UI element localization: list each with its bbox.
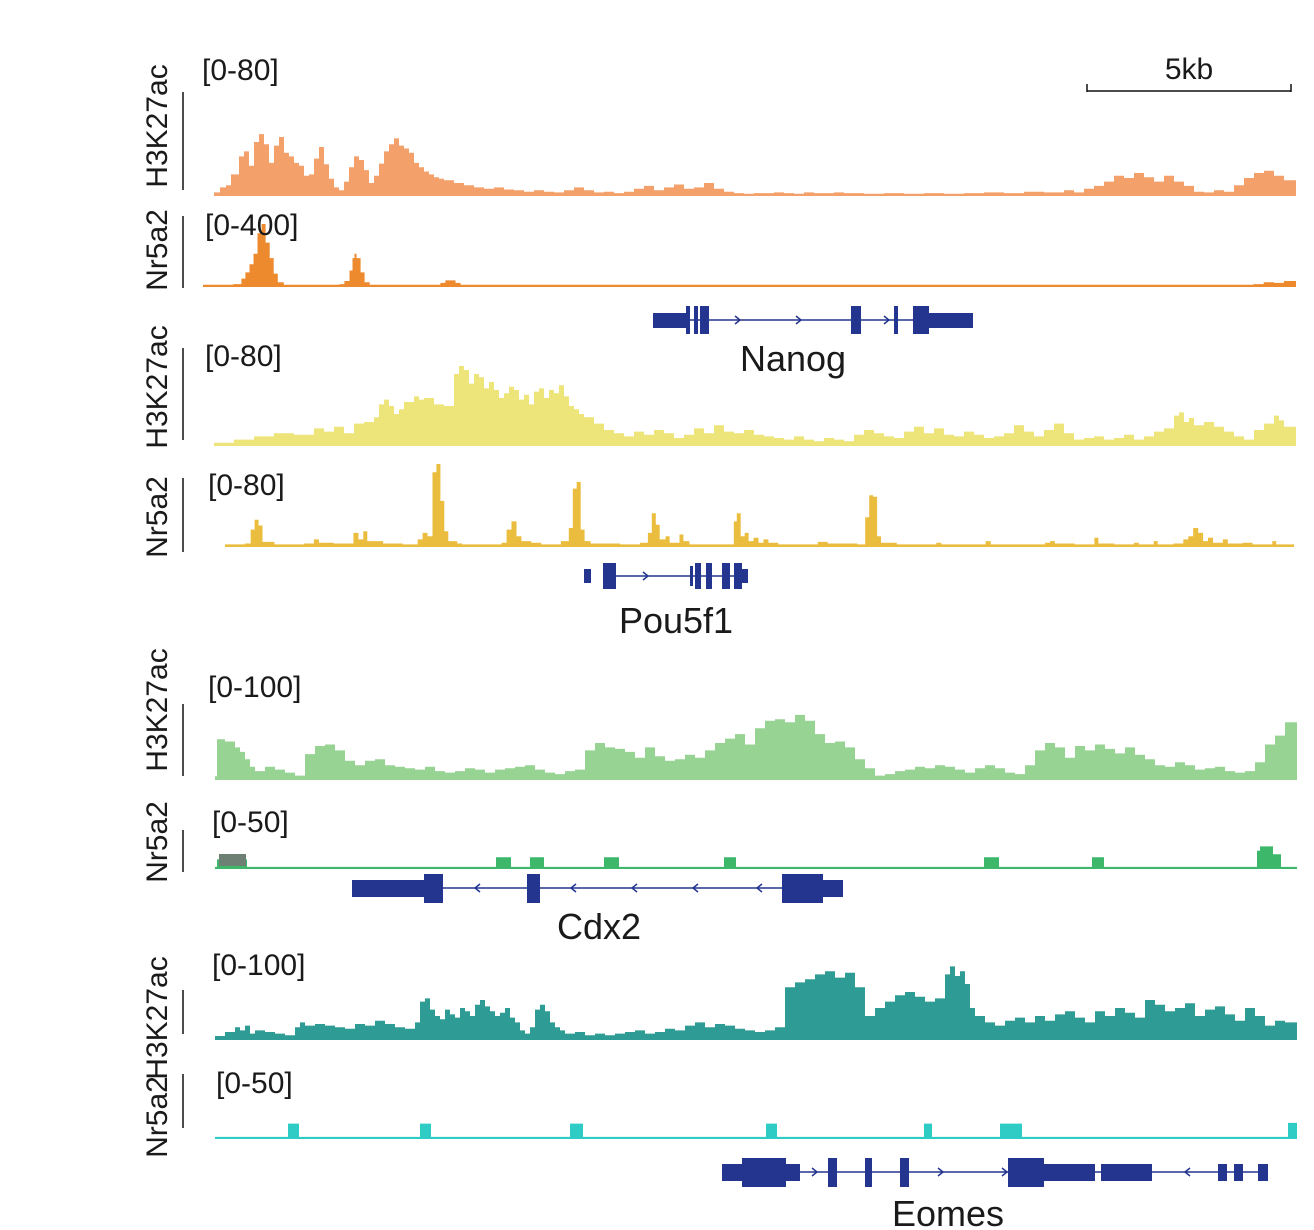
track-range-eomes-nr5a2: [0-50] xyxy=(216,1067,293,1100)
gene-name-nanog: Nanog xyxy=(740,338,846,379)
gene-model-pou5f1 xyxy=(584,563,748,589)
track-range-cdx2-nr5a2: [0-50] xyxy=(212,806,289,839)
coverage-eomes-h3k27ac xyxy=(215,966,1297,1040)
coverage-cdx2-nr5a2 xyxy=(215,846,1297,868)
track-range-cdx2-h3k27ac: [0-100] xyxy=(208,671,301,704)
gene-model-nanog xyxy=(653,306,973,334)
track-label-pou5f1-nr5a2: Nr5a2 xyxy=(141,476,174,558)
track-range-eomes-h3k27ac: [0-100] xyxy=(212,949,305,982)
cdx2-nr5a2-gray-marker xyxy=(219,854,246,866)
track-label-nanog-nr5a2: Nr5a2 xyxy=(141,209,174,291)
track-range-pou5f1-nr5a2: [0-80] xyxy=(208,469,285,502)
panel-pou5f1: H3K27ac [0-80] Nr5a2 [0-80] Pou5f1 xyxy=(141,325,1296,641)
coverage-nanog-h3k27ac xyxy=(214,134,1296,196)
gene-name-pou5f1: Pou5f1 xyxy=(619,600,733,641)
gene-name-eomes: Eomes xyxy=(892,1193,1004,1230)
scale-bar: 5kb xyxy=(1086,53,1292,92)
coverage-eomes-nr5a2 xyxy=(215,1122,1297,1138)
coverage-nanog-nr5a2 xyxy=(203,224,1296,286)
track-label-nanog-h3k27ac: H3K27ac xyxy=(141,64,174,187)
track-range-pou5f1-h3k27ac: [0-80] xyxy=(205,340,282,373)
track-label-cdx2-nr5a2: Nr5a2 xyxy=(141,801,174,883)
scale-bar-label: 5kb xyxy=(1165,53,1213,86)
panel-eomes: H3K27ac [0-100] Nr5a2 [0-50] xyxy=(141,949,1297,1230)
track-label-cdx2-h3k27ac: H3K27ac xyxy=(141,648,174,771)
panel-cdx2: H3K27ac [0-100] Nr5a2 [0-50] Cdx2 xyxy=(141,648,1297,947)
coverage-pou5f1-h3k27ac xyxy=(214,366,1296,446)
track-label-pou5f1-h3k27ac: H3K27ac xyxy=(141,325,174,448)
coverage-pou5f1-nr5a2 xyxy=(225,464,1294,546)
track-label-eomes-nr5a2: Nr5a2 xyxy=(141,1076,174,1158)
track-label-eomes-h3k27ac: H3K27ac xyxy=(141,956,174,1079)
track-range-nanog-h3k27ac: [0-80] xyxy=(202,54,279,87)
gene-model-cdx2 xyxy=(352,874,843,903)
gene-name-cdx2: Cdx2 xyxy=(557,906,641,947)
panel-nanog: H3K27ac [0-80] Nr5a2 [0-400] Nanog xyxy=(141,54,1296,379)
gene-model-eomes xyxy=(722,1158,1268,1187)
track-range-nanog-nr5a2: [0-400] xyxy=(205,209,298,242)
coverage-cdx2-h3k27ac xyxy=(215,714,1297,780)
